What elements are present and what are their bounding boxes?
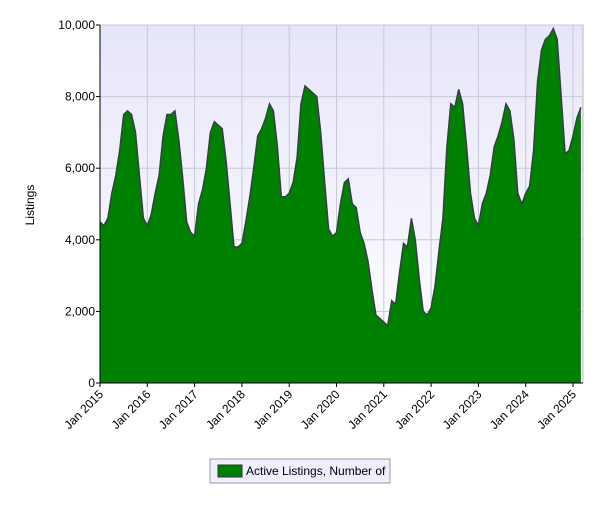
x-tick-label: Jan 2018 <box>203 387 248 432</box>
x-tick-label: Jan 2024 <box>487 387 532 432</box>
area-outline <box>99 26 582 328</box>
y-tick-label: 4,000 <box>65 233 95 247</box>
x-tick-label: Jan 2025 <box>534 387 579 432</box>
x-tick-label: Jan 2016 <box>109 387 154 432</box>
x-tick-label: Jan 2022 <box>392 387 437 432</box>
legend-swatch <box>217 464 243 478</box>
x-tick-label: Jan 2015 <box>61 387 106 432</box>
y-axis-label: Listings <box>23 185 37 226</box>
y-tick-label: 6,000 <box>65 161 95 175</box>
x-tick-label: Jan 2021 <box>345 387 390 432</box>
y-tick-label: 0 <box>88 376 95 390</box>
y-tick-label: 8,000 <box>65 90 95 104</box>
legend-label: Active Listings, Number of <box>246 464 386 478</box>
x-tick-label: Jan 2020 <box>298 387 343 432</box>
y-tick-label: 2,000 <box>65 304 95 318</box>
x-tick-label: Jan 2019 <box>250 387 295 432</box>
y-tick-label: 10,000 <box>58 18 95 32</box>
x-tick-label: Jan 2023 <box>440 387 485 432</box>
x-tick-label: Jan 2017 <box>156 387 201 432</box>
